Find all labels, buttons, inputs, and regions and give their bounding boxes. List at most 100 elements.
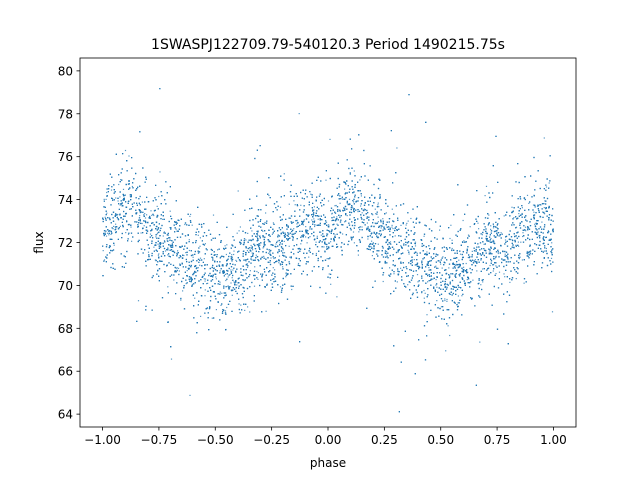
data-point (105, 198, 107, 200)
data-point (247, 306, 249, 308)
data-point (414, 242, 416, 244)
data-point (544, 213, 546, 215)
data-point (330, 241, 332, 243)
data-point (363, 208, 366, 210)
data-point (115, 223, 117, 225)
data-point (257, 272, 259, 274)
data-point (449, 275, 451, 277)
data-point (178, 270, 180, 272)
data-point (231, 294, 233, 296)
data-point (272, 267, 274, 269)
data-point (225, 279, 227, 282)
data-point (461, 241, 464, 243)
data-point (384, 252, 386, 254)
data-point (446, 300, 448, 302)
data-point (436, 286, 438, 288)
data-point (249, 270, 251, 272)
data-point (265, 310, 267, 312)
data-point (284, 232, 286, 234)
data-point (176, 267, 178, 269)
data-point (437, 267, 439, 269)
data-point (377, 237, 380, 239)
data-point (480, 284, 482, 286)
data-point (275, 243, 277, 245)
data-point (444, 298, 446, 300)
data-point (513, 217, 515, 219)
data-point (314, 225, 316, 228)
data-point (316, 235, 318, 237)
data-point (524, 226, 527, 228)
data-point (294, 204, 296, 206)
data-point (476, 270, 478, 272)
data-point (336, 216, 338, 218)
data-point (289, 217, 292, 219)
data-point (465, 262, 467, 265)
data-point (495, 265, 497, 267)
data-point (197, 234, 199, 236)
data-point (334, 234, 336, 236)
data-point (122, 188, 125, 190)
data-point (423, 289, 425, 292)
data-point (488, 214, 490, 216)
data-point (151, 228, 153, 230)
data-point (336, 296, 338, 298)
data-point (329, 138, 331, 140)
data-point (540, 204, 542, 206)
data-point (219, 281, 221, 283)
data-point (111, 198, 114, 200)
data-point (542, 211, 544, 213)
data-point (442, 256, 444, 258)
data-point (236, 232, 238, 234)
data-point (117, 213, 119, 216)
data-point (302, 223, 304, 225)
data-point (500, 232, 502, 234)
data-point (372, 214, 374, 216)
data-point (288, 245, 290, 247)
data-point (282, 249, 284, 251)
data-point (379, 230, 381, 232)
data-point (219, 291, 221, 293)
data-point (103, 259, 106, 261)
data-point (400, 246, 402, 248)
data-point (424, 292, 426, 294)
data-point (349, 173, 351, 175)
data-point (543, 137, 545, 139)
data-point (131, 240, 133, 242)
data-point (374, 222, 376, 224)
data-point (236, 260, 238, 262)
data-point (495, 255, 497, 257)
data-point (197, 267, 199, 269)
data-point (416, 252, 418, 254)
data-point (328, 224, 330, 226)
data-point (511, 239, 513, 241)
data-point (328, 273, 330, 275)
data-point (440, 263, 442, 265)
data-point (240, 304, 242, 306)
data-point (472, 279, 474, 281)
data-point (119, 196, 121, 198)
data-point (457, 295, 459, 297)
data-point (263, 244, 265, 246)
data-point (325, 221, 328, 223)
data-point (504, 239, 507, 241)
data-point (515, 278, 517, 280)
data-point (352, 231, 355, 233)
data-point (110, 189, 113, 191)
data-point (311, 219, 313, 221)
data-point (484, 195, 486, 197)
data-point (308, 256, 310, 258)
data-point (400, 267, 402, 269)
data-point (325, 179, 327, 181)
chart-title: 1SWASPJ122709.79-540120.3 Period 1490215… (151, 37, 505, 53)
data-point (268, 194, 270, 197)
data-point (519, 256, 521, 258)
data-point (169, 227, 171, 229)
data-point (262, 247, 264, 249)
data-point (423, 297, 425, 299)
data-point (320, 234, 322, 236)
data-point (331, 220, 333, 222)
data-point (391, 226, 393, 228)
data-point (236, 284, 238, 286)
data-point (467, 234, 470, 236)
data-point (226, 306, 228, 309)
